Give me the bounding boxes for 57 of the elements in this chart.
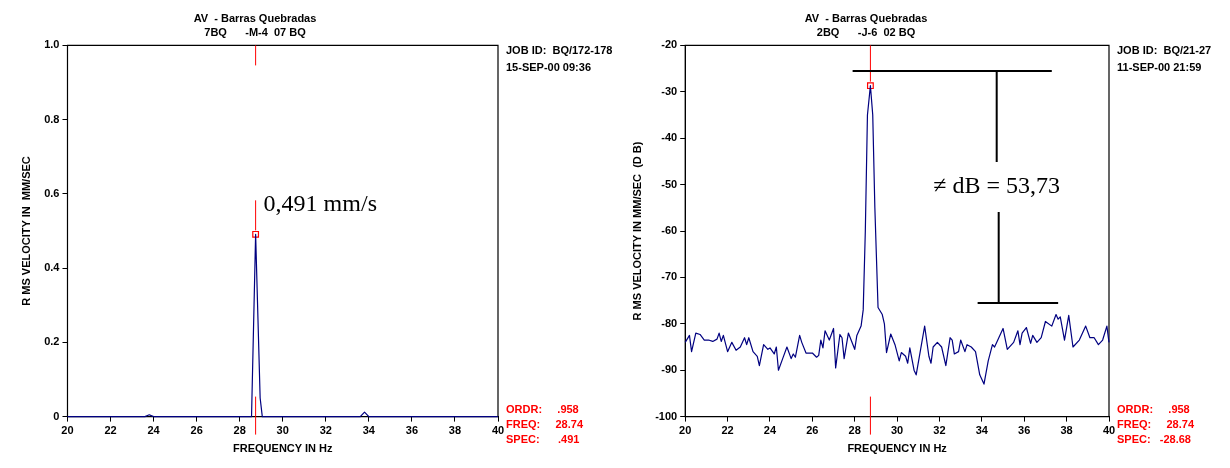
y-tick-label: -70 xyxy=(661,270,678,283)
x-tick-label: 28 xyxy=(848,424,861,437)
x-tick-label: 20 xyxy=(679,424,692,437)
x-tick-label: 40 xyxy=(491,424,505,437)
chart-title: AV - Barras Quebradas xyxy=(804,11,928,24)
y-axis-title: R MS VELOCITY IN MM/SEC xyxy=(19,156,32,306)
x-tick-label: 32 xyxy=(933,424,946,437)
y-tick-label: -100 xyxy=(655,409,678,422)
x-tick-label: 40 xyxy=(1102,424,1116,437)
y-tick-label: 0.4 xyxy=(44,261,61,274)
y-axis-title: R MS VELOCITY IN MM/SEC (D B) xyxy=(630,141,643,321)
text: 15-SEP-00 09:36 xyxy=(506,60,591,73)
text: JOB ID: BQ/172-178 xyxy=(506,43,613,56)
x-tick-label: 26 xyxy=(190,424,203,437)
x-tick-label: 20 xyxy=(61,424,74,437)
x-tick-label: 30 xyxy=(890,424,904,437)
x-tick-label: 26 xyxy=(806,424,819,437)
x-tick-label: 34 xyxy=(975,424,989,437)
y-tick-label: -90 xyxy=(661,363,678,376)
text: FREQ: 28.74 xyxy=(506,418,584,431)
y-tick-label: 0 xyxy=(53,409,60,422)
x-tick-label: 32 xyxy=(319,424,332,437)
x-axis-title: FREQUENCY IN Hz xyxy=(233,442,333,455)
x-tick-label: 22 xyxy=(104,424,117,437)
y-tick-label: -60 xyxy=(661,224,678,237)
y-tick-label: 0.8 xyxy=(44,112,60,125)
x-tick-label: 22 xyxy=(721,424,734,437)
text: ORDR: .958 xyxy=(506,403,579,416)
y-tick-label: 0.6 xyxy=(44,186,60,199)
y-tick-label: -30 xyxy=(661,84,678,97)
y-tick-label: -50 xyxy=(661,177,678,190)
text: 11-SEP-00 21:59 xyxy=(1117,60,1202,73)
chart-subtitle: 2BQ -J-6 02 BQ xyxy=(816,25,916,38)
chart-title: AV - Barras Quebradas xyxy=(193,11,317,24)
x-tick-label: 36 xyxy=(1018,424,1031,437)
text: SPEC: .491 xyxy=(506,433,580,446)
y-tick-label: 0.2 xyxy=(44,335,60,348)
y-tick-label: -20 xyxy=(661,38,678,51)
y-tick-label: -40 xyxy=(661,131,678,144)
text: JOB ID: BQ/21-27 xyxy=(1117,43,1212,56)
x-axis-title: FREQUENCY IN Hz xyxy=(847,442,948,455)
x-tick-label: 38 xyxy=(1060,424,1073,437)
x-tick-label: 24 xyxy=(147,424,161,437)
y-tick-label: -80 xyxy=(661,316,678,329)
x-tick-label: 36 xyxy=(405,424,419,437)
text: FREQ: 28.74 xyxy=(1117,418,1195,431)
x-tick-label: 24 xyxy=(763,424,777,437)
text: ORDR: .958 xyxy=(1117,403,1190,416)
x-tick-label: 38 xyxy=(448,424,462,437)
y-tick-label: 1.0 xyxy=(44,38,60,51)
x-tick-label: 30 xyxy=(276,424,289,437)
annotation: 0,491 mm/s xyxy=(263,189,377,216)
x-tick-label: 34 xyxy=(362,424,376,437)
annotation: ≠ dB = 53,73 xyxy=(933,172,1061,199)
x-tick-label: 28 xyxy=(233,424,246,437)
text: SPEC: -28.68 xyxy=(1117,433,1191,446)
chart-subtitle: 7BQ -M-4 07 BQ xyxy=(204,25,307,38)
